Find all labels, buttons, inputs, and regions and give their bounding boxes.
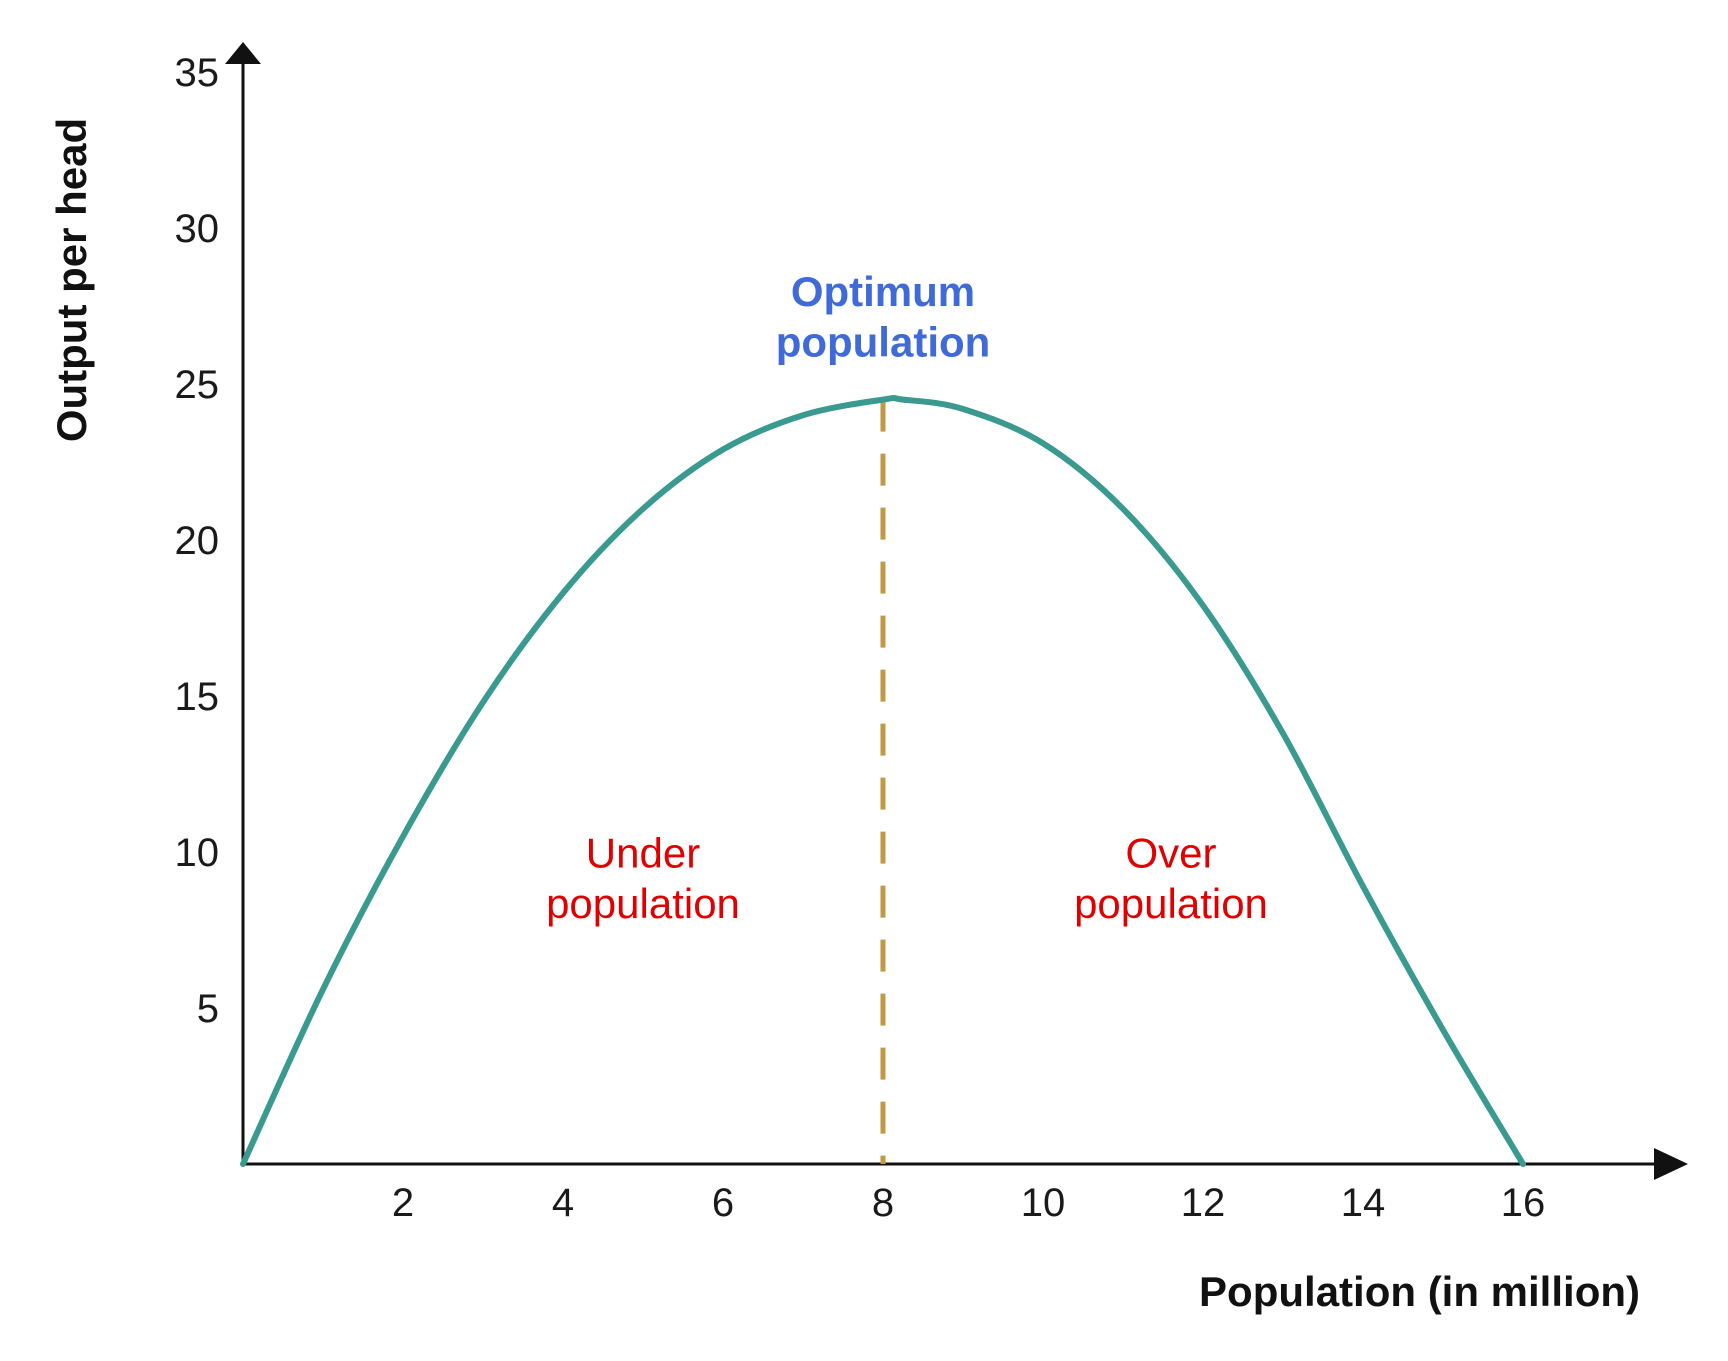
x-axis-title: Population (in million) <box>1199 1268 1640 1315</box>
annotation-line: Under <box>586 830 700 877</box>
y-tick-label: 30 <box>175 207 220 251</box>
annotation-line: population <box>546 880 740 927</box>
y-tick-label: 20 <box>175 519 220 563</box>
output-curve <box>240 395 1526 1167</box>
x-tick-label: 14 <box>1341 1181 1386 1225</box>
y-tick-label: 5 <box>197 987 219 1031</box>
series-group <box>240 395 1526 1167</box>
y-tick-label: 15 <box>175 675 220 719</box>
y-axis-title: Output per head <box>48 118 95 442</box>
x-tick-label: 6 <box>712 1181 734 1225</box>
annotation-line: population <box>776 318 991 365</box>
y-tick-labels: 5 10 15 20 25 30 35 <box>175 51 220 1031</box>
x-tick-label: 12 <box>1181 1181 1226 1225</box>
y-tick-label: 35 <box>175 51 220 95</box>
x-tick-label: 8 <box>872 1181 894 1225</box>
x-tick-label: 16 <box>1501 1181 1546 1225</box>
annotation-optimum: Optimum population <box>776 268 991 365</box>
x-axis-arrow <box>1654 1148 1688 1180</box>
x-tick-label: 4 <box>552 1181 574 1225</box>
annotation-line: Optimum <box>791 268 975 315</box>
y-axis-arrow <box>225 42 261 64</box>
axes-group <box>225 42 1688 1180</box>
x-tick-label: 10 <box>1021 1181 1066 1225</box>
x-tick-label: 2 <box>392 1181 414 1225</box>
x-tick-labels: 2 4 6 8 10 12 14 16 <box>392 1181 1545 1225</box>
annotation-line: Over <box>1125 830 1216 877</box>
annotation-under: Under population <box>546 830 740 927</box>
annotation-line: population <box>1074 880 1268 927</box>
y-tick-label: 10 <box>175 831 220 875</box>
annotation-over: Over population <box>1074 830 1268 927</box>
y-tick-label: 25 <box>175 363 220 407</box>
